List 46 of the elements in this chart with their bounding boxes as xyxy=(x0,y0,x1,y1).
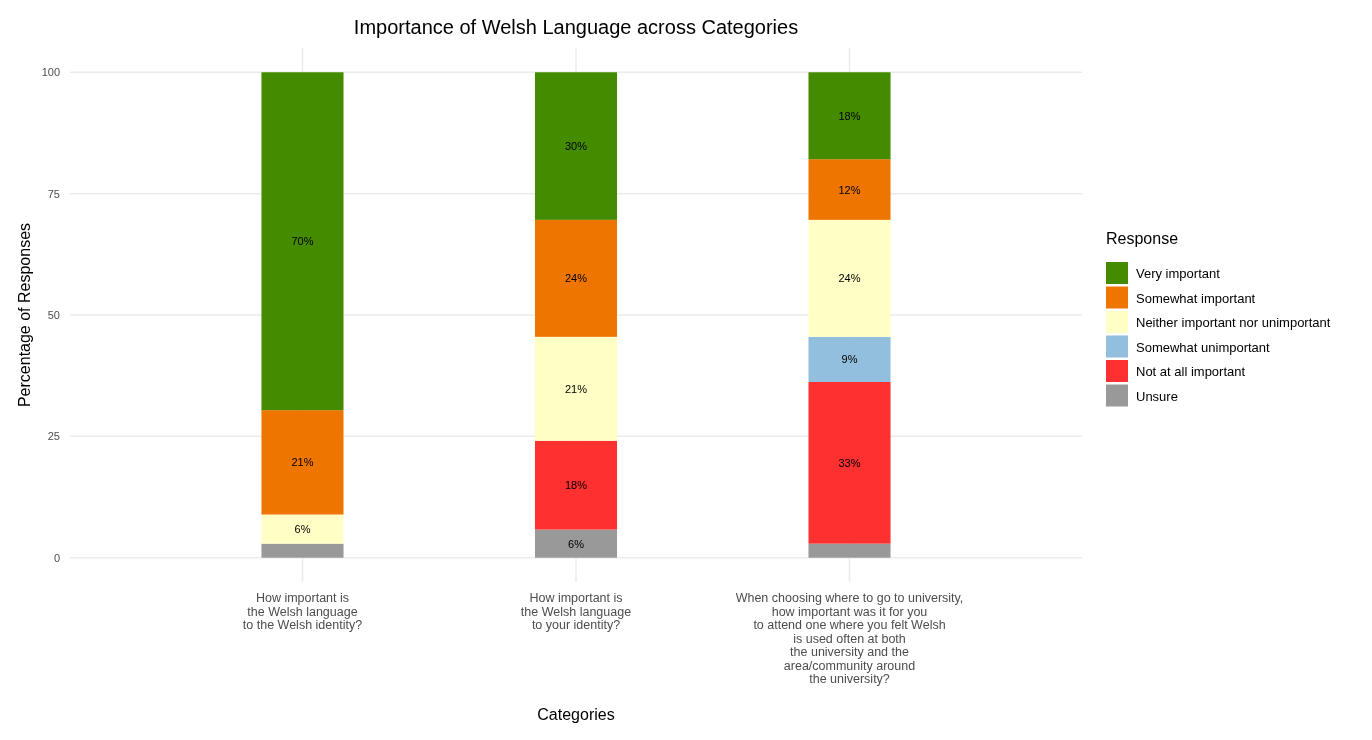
legend-title: Response xyxy=(1106,230,1179,247)
data-label: 70% xyxy=(291,235,314,248)
bar xyxy=(261,72,344,411)
chart-title: Importance of Welsh Language across Categories xyxy=(353,16,799,38)
data-label: 30% xyxy=(564,140,588,153)
legend-label: Neither important nor unimportant xyxy=(1136,315,1331,330)
x-tick-label: How important is the Welsh language to your identity? xyxy=(520,591,632,632)
data-label: 9% xyxy=(841,353,858,366)
bar xyxy=(808,543,891,558)
bar xyxy=(808,72,891,160)
data-label: 18% xyxy=(838,109,861,122)
x-axis-title: Categories xyxy=(537,706,615,723)
x-tick-label: When choosing where to go to university, how important was it for you to attend one where you felt Welsh is used often at both the university and the area/community around the university? xyxy=(735,591,964,686)
bar xyxy=(808,159,891,220)
data-label: 24% xyxy=(838,272,861,285)
bar xyxy=(261,543,344,558)
y-tick-label: 75 xyxy=(47,187,60,200)
x-tick-label: How important is the Welsh language to the Welsh identity? xyxy=(242,591,363,632)
bar xyxy=(808,219,891,337)
data-label: 33% xyxy=(838,456,861,469)
bar xyxy=(534,529,618,558)
bar xyxy=(534,440,618,530)
legend-label: Not at all important xyxy=(1136,364,1246,379)
data-label: 6% xyxy=(568,537,585,550)
data-label: 24% xyxy=(564,272,588,285)
bar xyxy=(534,219,618,337)
y-axis-title: Percentage of Responses xyxy=(16,222,33,408)
bar xyxy=(808,381,891,544)
y-tick-label: 50 xyxy=(47,309,60,321)
y-tick-label: 0 xyxy=(53,551,60,564)
bar xyxy=(808,336,891,382)
bar xyxy=(261,410,344,515)
legend-label: Somewhat important xyxy=(1136,290,1256,306)
data-label: 21% xyxy=(291,456,314,469)
y-tick-label: 100 xyxy=(41,66,60,79)
bar xyxy=(261,514,344,544)
bar xyxy=(534,336,618,441)
data-label: 18% xyxy=(564,479,588,492)
data-label: 12% xyxy=(838,183,861,196)
legend-label: Unsure xyxy=(1136,388,1178,404)
data-label: 21% xyxy=(564,382,588,395)
legend-label: Somewhat unimportant xyxy=(1136,339,1271,355)
data-label: 6% xyxy=(294,523,311,536)
y-tick-label: 25 xyxy=(47,430,60,443)
bar xyxy=(534,72,618,220)
legend-label: Very important xyxy=(1136,266,1221,281)
